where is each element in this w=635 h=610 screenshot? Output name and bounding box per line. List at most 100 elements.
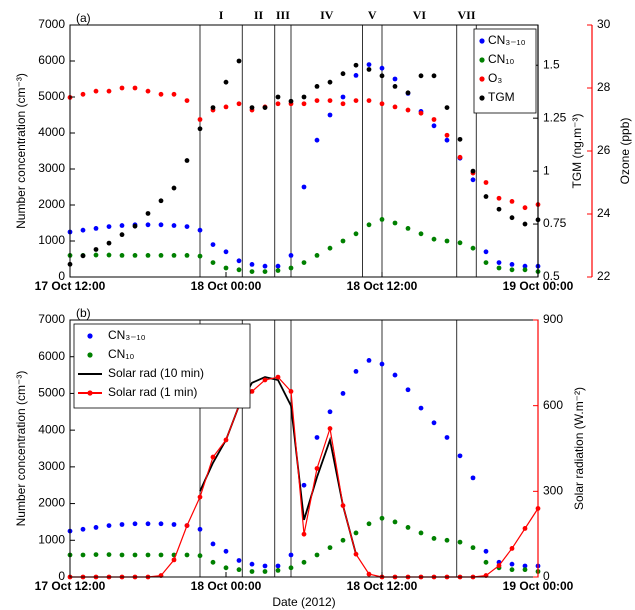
x-tick-label: 19 Oct 00:00 xyxy=(503,579,574,593)
data-point xyxy=(171,522,177,527)
data-point xyxy=(301,184,307,190)
data-point xyxy=(197,126,203,132)
data-point xyxy=(327,112,333,118)
data-point xyxy=(353,551,359,557)
data-point xyxy=(210,559,216,565)
data-point xyxy=(457,539,463,545)
data-point xyxy=(171,185,177,191)
data-point xyxy=(210,541,216,547)
data-point xyxy=(314,84,320,89)
y-tick-label: 4000 xyxy=(38,422,65,436)
data-point xyxy=(418,405,424,411)
y-tick-label: 5000 xyxy=(38,386,65,400)
data-point xyxy=(392,76,398,82)
data-point xyxy=(184,552,190,558)
data-point xyxy=(340,238,346,244)
data-point xyxy=(496,206,502,212)
data-point xyxy=(483,249,489,255)
data-point xyxy=(522,263,528,269)
data-point xyxy=(132,223,138,229)
data-point xyxy=(483,180,489,185)
y3-tick-label: 22 xyxy=(597,269,611,283)
data-point xyxy=(366,222,372,228)
data-point xyxy=(158,198,164,204)
data-point xyxy=(301,101,307,107)
data-point xyxy=(457,154,463,160)
y3-tick-label: 28 xyxy=(597,80,611,94)
data-point xyxy=(340,94,346,100)
period-label: VII xyxy=(457,8,475,22)
data-point xyxy=(171,91,177,97)
data-point xyxy=(509,262,515,267)
data-point xyxy=(275,374,281,380)
x-tick-label: 18 Oct 12:00 xyxy=(347,279,418,293)
data-point xyxy=(353,369,359,374)
data-point xyxy=(418,231,424,237)
data-point xyxy=(418,73,424,79)
y-tick-label: 6000 xyxy=(38,349,65,363)
data-point xyxy=(340,101,346,107)
data-point xyxy=(158,91,164,97)
data-point xyxy=(444,238,450,244)
data-point xyxy=(119,552,125,558)
x-tick-label: 17 Oct 12:00 xyxy=(35,279,106,293)
period-label: V xyxy=(368,8,377,22)
data-point xyxy=(483,260,489,265)
data-point xyxy=(197,494,203,500)
data-point xyxy=(223,79,229,85)
legend-marker xyxy=(479,76,485,82)
data-point xyxy=(197,227,203,233)
data-point xyxy=(314,435,320,440)
data-point xyxy=(197,526,203,532)
period-label: IV xyxy=(320,8,334,22)
data-point xyxy=(236,567,242,573)
data-point xyxy=(80,227,86,233)
data-point xyxy=(327,98,333,103)
data-point xyxy=(119,85,125,91)
data-point xyxy=(145,521,151,527)
data-point xyxy=(379,73,385,79)
data-point xyxy=(366,571,372,577)
data-point xyxy=(262,105,268,110)
data-point xyxy=(80,526,86,532)
data-point xyxy=(93,88,99,94)
data-point xyxy=(301,482,307,488)
data-point xyxy=(158,253,164,258)
data-point xyxy=(106,88,112,94)
data-point xyxy=(366,62,372,67)
period-label: VI xyxy=(413,8,427,22)
data-point xyxy=(210,260,216,265)
data-point xyxy=(457,453,463,459)
data-point xyxy=(275,101,281,107)
period-label: I xyxy=(219,8,224,22)
legend-marker xyxy=(87,390,93,396)
data-point xyxy=(275,268,281,273)
data-point xyxy=(522,221,528,227)
data-point xyxy=(223,437,229,443)
data-point xyxy=(236,101,242,107)
data-point xyxy=(366,98,372,103)
data-point xyxy=(236,267,242,273)
data-point xyxy=(106,552,112,558)
data-point xyxy=(353,98,359,103)
data-point xyxy=(483,548,489,554)
data-point xyxy=(158,521,164,527)
panel-label: (b) xyxy=(76,306,91,320)
data-point xyxy=(522,267,528,273)
legend-label: TGM xyxy=(488,90,515,104)
data-point xyxy=(119,223,125,228)
data-point xyxy=(249,569,255,574)
data-point xyxy=(93,552,99,558)
y-tick-label: 7000 xyxy=(38,312,65,326)
legend-label: O₃ xyxy=(488,71,502,85)
data-point xyxy=(522,526,528,531)
data-point xyxy=(288,565,294,571)
data-point xyxy=(288,265,294,271)
data-point xyxy=(496,563,502,568)
data-point xyxy=(340,503,346,509)
data-point xyxy=(340,537,346,543)
data-point xyxy=(340,71,346,77)
data-point xyxy=(249,561,255,567)
data-point xyxy=(496,260,502,265)
y2-tick-label: 900 xyxy=(543,312,563,326)
